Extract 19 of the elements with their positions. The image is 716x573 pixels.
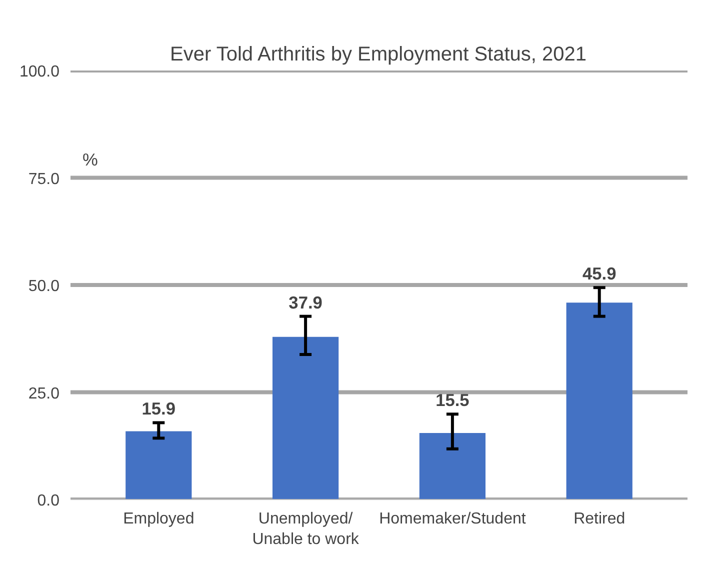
data-label: 37.9 [288,292,322,312]
bar [126,431,192,500]
data-label: 15.9 [142,398,176,419]
x-tick-label: Homemaker/Student [379,510,526,528]
chart-title: Ever Told Arthritis by Employment Status, 2021 [170,44,587,66]
y-tick-label: 75.0 [28,170,60,188]
y-tick-label: 50.0 [28,278,60,295]
data-label: 45.9 [582,264,616,284]
data-label: 15.5 [436,390,470,410]
bar [419,433,486,500]
y-tick-label: 0.0 [37,492,60,510]
y-tick-label: 100.0 [19,64,60,80]
y-axis-title: % [82,150,98,170]
x-tick-label: Unemployed/ Unable to work [252,510,360,548]
bar [272,336,339,500]
x-tick-label: Employed [123,510,194,528]
y-tick-label: 25.0 [28,385,60,402]
bar [566,302,632,500]
x-tick-label: Retired [574,510,626,528]
